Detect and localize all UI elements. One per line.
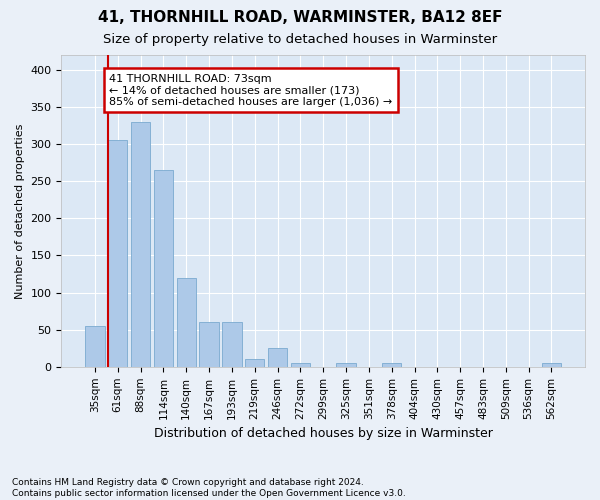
Bar bbox=[542, 363, 561, 367]
Bar bbox=[108, 140, 127, 367]
Bar bbox=[290, 363, 310, 367]
Bar bbox=[199, 322, 219, 367]
Bar bbox=[85, 326, 104, 367]
X-axis label: Distribution of detached houses by size in Warminster: Distribution of detached houses by size … bbox=[154, 427, 493, 440]
Y-axis label: Number of detached properties: Number of detached properties bbox=[15, 123, 25, 298]
Bar bbox=[382, 363, 401, 367]
Bar bbox=[222, 322, 242, 367]
Bar bbox=[176, 278, 196, 367]
Bar bbox=[268, 348, 287, 367]
Text: Size of property relative to detached houses in Warminster: Size of property relative to detached ho… bbox=[103, 32, 497, 46]
Bar bbox=[337, 363, 356, 367]
Bar bbox=[154, 170, 173, 367]
Bar bbox=[131, 122, 150, 367]
Bar bbox=[245, 360, 265, 367]
Text: Contains HM Land Registry data © Crown copyright and database right 2024.
Contai: Contains HM Land Registry data © Crown c… bbox=[12, 478, 406, 498]
Text: 41 THORNHILL ROAD: 73sqm
← 14% of detached houses are smaller (173)
85% of semi-: 41 THORNHILL ROAD: 73sqm ← 14% of detach… bbox=[109, 74, 392, 107]
Text: 41, THORNHILL ROAD, WARMINSTER, BA12 8EF: 41, THORNHILL ROAD, WARMINSTER, BA12 8EF bbox=[98, 10, 502, 25]
